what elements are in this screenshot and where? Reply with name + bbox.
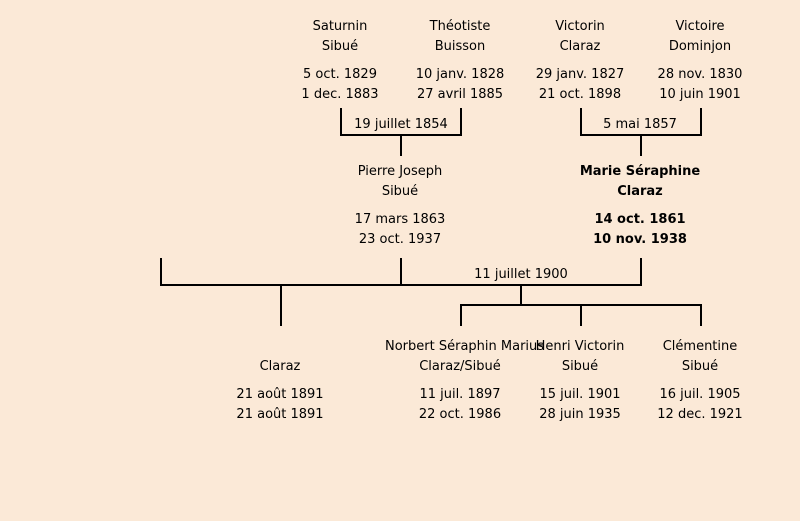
connector-line bbox=[580, 108, 582, 136]
person-birth-date: 16 juil. 1905 bbox=[659, 387, 741, 402]
person-claraz-child[interactable]: Claraz 21 août 1891 21 août 1891 bbox=[205, 337, 355, 425]
person-first-name bbox=[205, 337, 355, 357]
person-last-name: Sibué bbox=[561, 359, 599, 374]
connector-line bbox=[340, 108, 342, 136]
person-last-name: Claraz bbox=[259, 359, 301, 374]
connector-line bbox=[460, 108, 462, 136]
marriage-date-sibue-claraz: 11 juillet 1900 bbox=[470, 267, 572, 283]
person-saturnin-sibue[interactable]: Saturnin Sibué 5 oct. 1829 1 dec. 1883 bbox=[265, 17, 415, 105]
person-first-name: Norbert Séraphin Marius bbox=[385, 339, 545, 354]
person-last-name: Buisson bbox=[434, 39, 486, 54]
person-last-name: Sibué bbox=[321, 39, 359, 54]
person-last-name: Claraz bbox=[559, 39, 601, 54]
person-death-date: 21 oct. 1898 bbox=[538, 87, 622, 102]
person-theotiste-buisson[interactable]: Théotiste Buisson 10 janv. 1828 27 avril… bbox=[385, 17, 535, 105]
person-death-date: 10 nov. 1938 bbox=[593, 232, 687, 247]
person-last-name: Claraz bbox=[617, 184, 663, 199]
connector-line bbox=[700, 108, 702, 136]
person-victorin-claraz[interactable]: Victorin Claraz 29 janv. 1827 21 oct. 18… bbox=[505, 17, 655, 105]
person-birth-date: 11 juil. 1897 bbox=[419, 387, 501, 402]
person-death-date: 1 dec. 1883 bbox=[301, 87, 379, 102]
connector-line bbox=[580, 304, 582, 326]
person-first-name: Pierre Joseph bbox=[357, 164, 443, 179]
person-last-name: Dominjon bbox=[668, 39, 732, 54]
person-birth-date: 5 oct. 1829 bbox=[303, 67, 377, 82]
person-birth-date: 28 nov. 1830 bbox=[657, 67, 743, 82]
person-first-name: Henri Victorin bbox=[535, 339, 625, 354]
connector-line bbox=[400, 258, 402, 286]
person-clementine-sibue[interactable]: Clémentine Sibué 16 juil. 1905 12 dec. 1… bbox=[625, 337, 775, 425]
connector-line bbox=[400, 134, 402, 156]
connector-line bbox=[640, 134, 642, 156]
person-henri-victorin-sibue[interactable]: Henri Victorin Sibué 15 juil. 1901 28 ju… bbox=[505, 337, 655, 425]
person-birth-date: 17 mars 1863 bbox=[354, 212, 446, 227]
person-birth-date: 21 août 1891 bbox=[236, 387, 324, 402]
person-last-name: Sibué bbox=[681, 359, 719, 374]
person-death-date: 28 juin 1935 bbox=[539, 407, 621, 422]
person-last-name: Claraz/Sibué bbox=[419, 359, 501, 374]
person-marie-seraphine-claraz[interactable]: Marie Séraphine Claraz 14 oct. 1861 10 n… bbox=[565, 162, 715, 250]
person-victoire-dominjon[interactable]: Victoire Dominjon 28 nov. 1830 10 juin 1… bbox=[625, 17, 775, 105]
person-death-date: 22 oct. 1986 bbox=[418, 407, 502, 422]
person-first-name: Clémentine bbox=[662, 339, 738, 354]
person-birth-date: 14 oct. 1861 bbox=[594, 212, 686, 227]
marriage-date-claraz-dominjon: 5 mai 1857 bbox=[596, 117, 684, 133]
person-birth-date: 15 juil. 1901 bbox=[539, 387, 621, 402]
person-death-date: 21 août 1891 bbox=[236, 407, 324, 422]
person-last-name: Sibué bbox=[381, 184, 419, 199]
person-pierre-joseph-sibue[interactable]: Pierre Joseph Sibué 17 mars 1863 23 oct.… bbox=[325, 162, 475, 250]
person-death-date: 27 avril 1885 bbox=[416, 87, 504, 102]
connector-line bbox=[520, 284, 522, 306]
connector-line bbox=[160, 258, 162, 286]
person-norbert-claraz-sibue[interactable]: Norbert Séraphin Marius Claraz/Sibué 11 … bbox=[385, 337, 545, 425]
person-birth-date: 29 janv. 1827 bbox=[535, 67, 625, 82]
person-first-name: Victorin bbox=[555, 19, 605, 34]
connector-line bbox=[280, 284, 282, 326]
person-death-date: 10 juin 1901 bbox=[659, 87, 741, 102]
person-first-name: Saturnin bbox=[312, 19, 368, 34]
connector-line bbox=[700, 304, 702, 326]
person-first-name: Marie Séraphine bbox=[579, 164, 701, 179]
person-death-date: 12 dec. 1921 bbox=[657, 407, 743, 422]
marriage-date-sibue-buisson: 19 juillet 1854 bbox=[350, 117, 452, 133]
connector-line bbox=[160, 284, 642, 286]
connector-line bbox=[460, 304, 462, 326]
person-first-name: Victoire bbox=[675, 19, 725, 34]
person-death-date: 23 oct. 1937 bbox=[358, 232, 442, 247]
person-birth-date: 10 janv. 1828 bbox=[415, 67, 505, 82]
person-first-name: Théotiste bbox=[429, 19, 491, 34]
connector-line bbox=[640, 258, 642, 286]
